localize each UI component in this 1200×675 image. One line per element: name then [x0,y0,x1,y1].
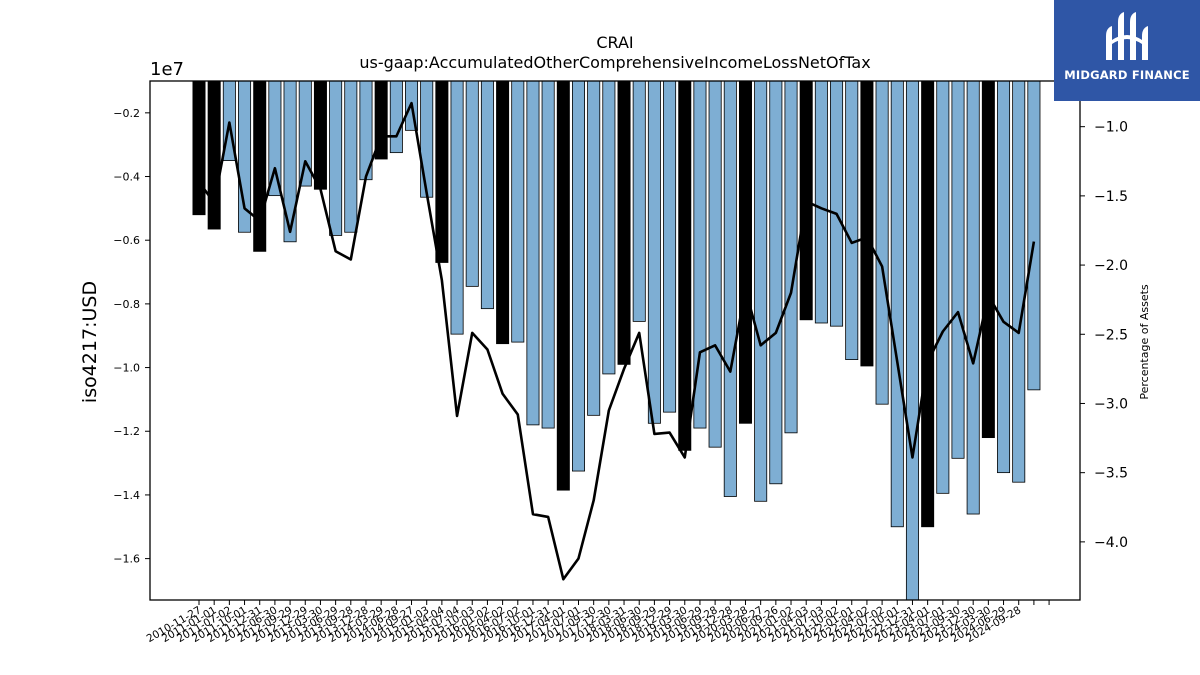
chart-subtitle: us-gaap:AccumulatedOtherComprehensiveInc… [359,53,870,72]
y-tick-label: −1.4 [113,489,140,502]
bar-2013-12-28 [389,80,403,154]
right-axis: −1.0 −1.5 −2.0 −2.5 −3.0 −3.5 −4.0 [1080,120,1128,551]
y2-tick-label: −3.5 [1094,466,1128,482]
bar-2011-10-29 [253,80,267,252]
bar-2023-07-01 [966,80,980,515]
y-tick-label: −1.2 [113,425,140,438]
bar-2021-01-02 [814,80,828,324]
bar-2019-12-28 [754,80,768,502]
bar-2019-09-28 [738,80,752,424]
bar-2022-10-01 [921,80,935,528]
y2-tick-label: −3.0 [1094,396,1128,412]
y-tick-label: −0.6 [113,234,140,247]
bar-2010-11-27 [192,80,206,216]
y-exponent-label: 1e7 [150,59,184,80]
y2-tick-label: −1.5 [1094,189,1128,205]
bar-2015-07-04 [480,80,494,310]
bar-2023-04-01 [951,80,965,459]
logo-text: MIDGARD FINANCE [1064,68,1190,82]
bar-2015-01-03 [450,80,464,335]
x-axis: 2010-11-272011-01-012011-07-022011-10-01… [145,600,1050,645]
bar-2023-12-30 [997,80,1011,474]
bar-2021-04-03 [830,80,844,327]
y2-tick-label: −1.0 [1094,120,1128,136]
bar-2015-04-04 [465,80,479,287]
y-tick-label: −0.8 [113,298,140,311]
bar-2020-03-28 [769,80,783,485]
bar-2022-12-31 [936,80,950,494]
bar-2019-06-29 [723,80,737,497]
percentage-line [197,101,1036,581]
bar-2016-07-02 [541,80,555,429]
bar-2022-04-02 [890,80,904,528]
bar-2016-01-02 [511,80,525,343]
y-tick-label: −1.6 [113,553,140,566]
bar-2017-07-01 [602,80,616,375]
midgard-finance-logo: MIDGARD FINANCE [1054,0,1200,101]
bar-2021-10-02 [860,80,874,367]
bars-layer [192,80,1041,601]
y-axis-label: iso4217:USD [79,281,101,403]
bar-2016-12-31 [572,80,586,472]
chart-title: CRAI [596,33,633,52]
bar-2023-09-30 [981,80,995,439]
bar-2018-09-29 [678,80,692,451]
bar-2013-03-30 [344,80,358,233]
bar-2024-03-30 [1012,80,1026,483]
bar-2012-10-06 [313,80,327,190]
line-layer [197,101,1036,581]
y2-tick-label: −4.0 [1094,535,1128,551]
y2-tick-label: −2.0 [1094,258,1128,274]
m-monogram-icon [1106,12,1148,60]
bar-2012-12-29 [329,80,343,236]
bar-2021-07-03 [845,80,859,361]
bar-2022-07-02 [905,80,919,601]
left-axis: −0.2 −0.4 −0.6 −0.8 −1.0 −1.2 −1.4 −1.6 [113,107,150,566]
y-tick-label: −1.0 [113,362,140,375]
plot-frame [149,80,1081,601]
bar-2020-06-27 [784,80,798,434]
bar-2014-09-27 [435,80,449,263]
bar-2017-09-30 [617,80,631,365]
bar-2016-04-02 [526,80,540,426]
bar-2017-12-30 [632,80,646,322]
bar-2017-04-01 [587,80,601,416]
bar-2022-01-01 [875,80,889,405]
bar-2019-03-30 [708,80,722,448]
bar-2011-02-19 [207,80,221,230]
y-tick-label: −0.4 [113,171,140,184]
bar-2024-06-29 [1027,80,1041,391]
bar-2015-10-03 [496,80,510,345]
bar-2018-03-31 [647,80,661,424]
y2-axis-label: Percentage of Assets [1138,284,1151,400]
y2-tick-label: −2.5 [1094,327,1128,343]
bar-2014-06-28 [420,80,434,198]
bar-2016-10-01 [556,80,570,491]
y-tick-label: −0.2 [113,107,140,120]
bar-2018-06-30 [663,80,677,413]
